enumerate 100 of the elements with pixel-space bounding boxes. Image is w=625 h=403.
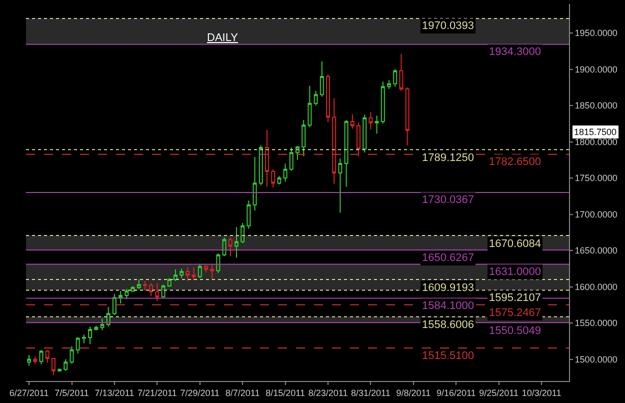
candlestick: [39, 349, 44, 365]
y-tick-label: 1900.0000: [574, 64, 618, 74]
x-tick-label: 9/16/2011: [436, 388, 476, 398]
candlestick: [180, 268, 184, 279]
candlestick: [33, 356, 38, 364]
candlestick: [289, 147, 294, 172]
ref-line-label: 1595.2107: [489, 292, 541, 304]
ref-line-label: 1650.6267: [422, 252, 474, 264]
candlestick: [271, 168, 276, 188]
candlestick: [338, 158, 342, 214]
candlestick: [258, 144, 263, 186]
y-tick-label: 1500.0000: [574, 354, 618, 364]
candlestick: [332, 98, 336, 184]
ref-line-label: 1558.6006: [422, 319, 474, 331]
candlestick: [161, 284, 166, 298]
ref-line-label: 1730.0367: [422, 194, 474, 206]
x-tick-label: 8/31/2011: [351, 388, 390, 398]
candlestick: [380, 81, 385, 124]
candlestick: [314, 90, 318, 106]
candlestick: [106, 306, 110, 328]
ref-line-label: 1934.3000: [489, 46, 541, 58]
candlestick: [210, 264, 214, 280]
candlestick: [296, 146, 300, 160]
candlestick: [216, 252, 220, 274]
candlestick: [350, 114, 354, 130]
ref-line-label: 1970.0393: [422, 20, 474, 32]
candlestick: [118, 290, 123, 304]
candlestick: [124, 288, 129, 300]
y-tick-label: 1700.0000: [574, 209, 618, 220]
y-tick-label: 1550.0000: [574, 318, 618, 328]
candlestick: [58, 368, 62, 372]
x-tick-label: 9/25/2011: [479, 388, 519, 398]
candlestick: [130, 286, 135, 292]
ref-line-label: 1575.2467: [489, 307, 541, 319]
candlestick: [344, 120, 348, 188]
ref-line-label: 1515.5100: [422, 350, 474, 362]
candlestick: [51, 358, 56, 376]
candlestick: [88, 326, 92, 345]
y-tick-label: 1650.0000: [574, 246, 618, 256]
candlestick: [228, 236, 232, 257]
ref-line-label: 1631.0000: [489, 266, 541, 278]
candlestick: [246, 200, 251, 230]
candlestick: [240, 222, 245, 244]
candlestick: [222, 236, 226, 257]
x-tick-label: 6/27/2011: [9, 388, 49, 398]
x-tick-label: 8/15/2011: [266, 388, 305, 398]
x-tick-label: 7/29/2011: [180, 388, 220, 398]
candlestick: [192, 266, 196, 281]
candlestick: [27, 354, 32, 366]
candlestick: [308, 85, 312, 128]
candlestick: [100, 318, 104, 331]
candlestick: [167, 278, 172, 288]
ref-line-label: 1584.1000: [422, 300, 474, 312]
candlestick: [356, 122, 361, 157]
x-tick-label: 7/5/2011: [54, 388, 89, 398]
candlestick: [82, 334, 86, 344]
ref-line-label: 1789.1250: [422, 152, 474, 164]
candlestick: [136, 279, 141, 290]
candlestick: [362, 114, 367, 154]
candlestick: [45, 349, 50, 364]
ref-line-label: 1550.5049: [489, 325, 541, 337]
y-tick-label: 1750.0000: [574, 173, 618, 184]
candlestick: [142, 280, 147, 291]
candlestick: [173, 268, 178, 282]
x-tick-label: 9/8/2011: [396, 388, 431, 398]
candlestick: [198, 263, 202, 279]
candlestick: [234, 226, 238, 258]
candlestick: [186, 266, 190, 282]
candlestick: [76, 337, 80, 354]
candlestick: [387, 80, 392, 90]
ref-line-label: 1609.9193: [422, 282, 474, 294]
candlestick: [112, 294, 116, 316]
candlestick: [277, 175, 282, 186]
text: 1815.7500: [574, 127, 617, 137]
x-tick-label: 8/23/2011: [308, 388, 348, 398]
x-tick-label: 8/7/2011: [225, 388, 260, 398]
candlestick: [368, 112, 373, 130]
candlestick: [393, 68, 398, 88]
x-tick-label: 7/21/2011: [137, 388, 177, 398]
candlestick: [320, 60, 324, 98]
candlestick: [399, 54, 404, 92]
y-tick-label: 1800.0000: [574, 136, 618, 147]
candlestick: [326, 74, 330, 123]
candlestick: [405, 86, 410, 146]
annotation: DAILY: [207, 32, 239, 44]
candlestick: [252, 156, 257, 212]
candlestick: [283, 163, 288, 182]
ref-line-label: 1670.6084: [489, 238, 541, 250]
x-tick-label: 7/13/2011: [94, 388, 134, 398]
ref-line-label: 1782.6500: [489, 156, 541, 168]
candlestick: [70, 346, 74, 364]
y-tick-label: 1600.0000: [574, 282, 618, 292]
candlestick: [265, 130, 269, 188]
y-tick-label: 1950.0000: [574, 28, 618, 38]
candlestick: [64, 358, 68, 372]
y-tick-label: 1850.0000: [574, 100, 618, 111]
x-tick-label: 10/3/2011: [522, 388, 562, 398]
candlestick: [155, 282, 160, 302]
candlestick: [94, 325, 98, 331]
candlestick: [374, 115, 379, 134]
